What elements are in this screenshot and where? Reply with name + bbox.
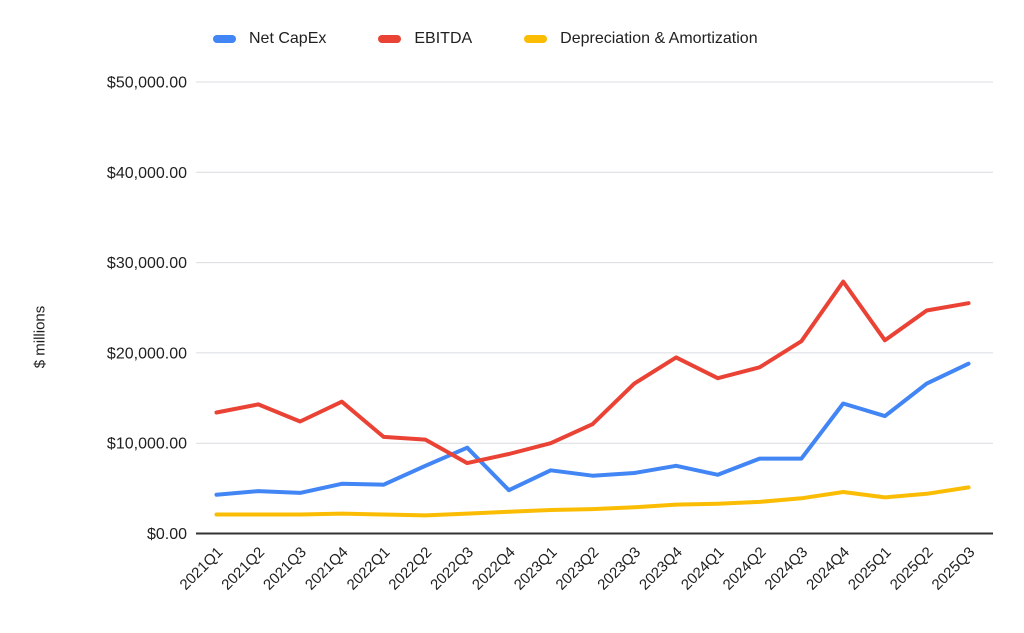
x-tick-label: 2023Q1 <box>511 544 561 594</box>
x-tick-label: 2022Q4 <box>469 544 519 594</box>
x-tick-label: 2022Q2 <box>385 544 435 594</box>
x-tick-label: 2023Q4 <box>636 544 686 594</box>
y-tick-label: $20,000.00 <box>107 345 187 362</box>
legend-item-depreciation-amortization: Depreciation & Amortization <box>524 30 758 48</box>
y-tick-label: $40,000.00 <box>107 165 187 182</box>
net-capex-swatch-icon <box>213 35 236 43</box>
y-tick-label: $0.00 <box>147 526 187 543</box>
series-line-net-capex <box>214 361 971 497</box>
x-tick-label: 2022Q1 <box>344 544 394 594</box>
depreciation-amortization-swatch-icon <box>524 35 548 43</box>
x-tick-label: 2021Q2 <box>218 544 268 594</box>
legend-item-ebitda: EBITDA <box>378 30 472 48</box>
x-tick-label: 2022Q3 <box>427 544 477 594</box>
x-tick-label: 2021Q3 <box>260 544 310 594</box>
x-tick-label: 2023Q3 <box>594 544 644 594</box>
x-tick-label: 2024Q4 <box>803 544 853 594</box>
x-tick-label: 2024Q1 <box>678 544 728 594</box>
y-tick-label: $50,000.00 <box>107 75 187 92</box>
ebitda-swatch-icon <box>378 35 402 43</box>
x-tick-label: 2023Q2 <box>553 544 603 594</box>
legend-label: Depreciation & Amortization <box>560 30 758 47</box>
legend-label: Net CapEx <box>249 30 327 47</box>
legend-item-net-capex: Net CapEx <box>213 30 326 48</box>
x-tick-label: 2024Q3 <box>761 544 811 594</box>
y-tick-label: $10,000.00 <box>107 436 187 453</box>
x-tick-label: 2025Q1 <box>845 544 895 594</box>
x-tick-label: 2024Q2 <box>720 544 770 594</box>
x-tick-label: 2021Q4 <box>302 544 352 594</box>
x-tick-label: 2021Q1 <box>177 544 227 594</box>
series-line-ebitda <box>214 279 971 466</box>
series-line-depreciation-amortization <box>214 485 971 518</box>
chart-legend: Net CapEx EBITDA Depreciation & Amortiza… <box>213 30 758 48</box>
x-tick-label: 2025Q3 <box>929 544 979 594</box>
y-axis-title: $ millions <box>31 305 49 369</box>
x-tick-label: 2025Q2 <box>887 544 937 594</box>
legend-label: EBITDA <box>414 30 473 47</box>
y-tick-label: $30,000.00 <box>107 255 187 272</box>
